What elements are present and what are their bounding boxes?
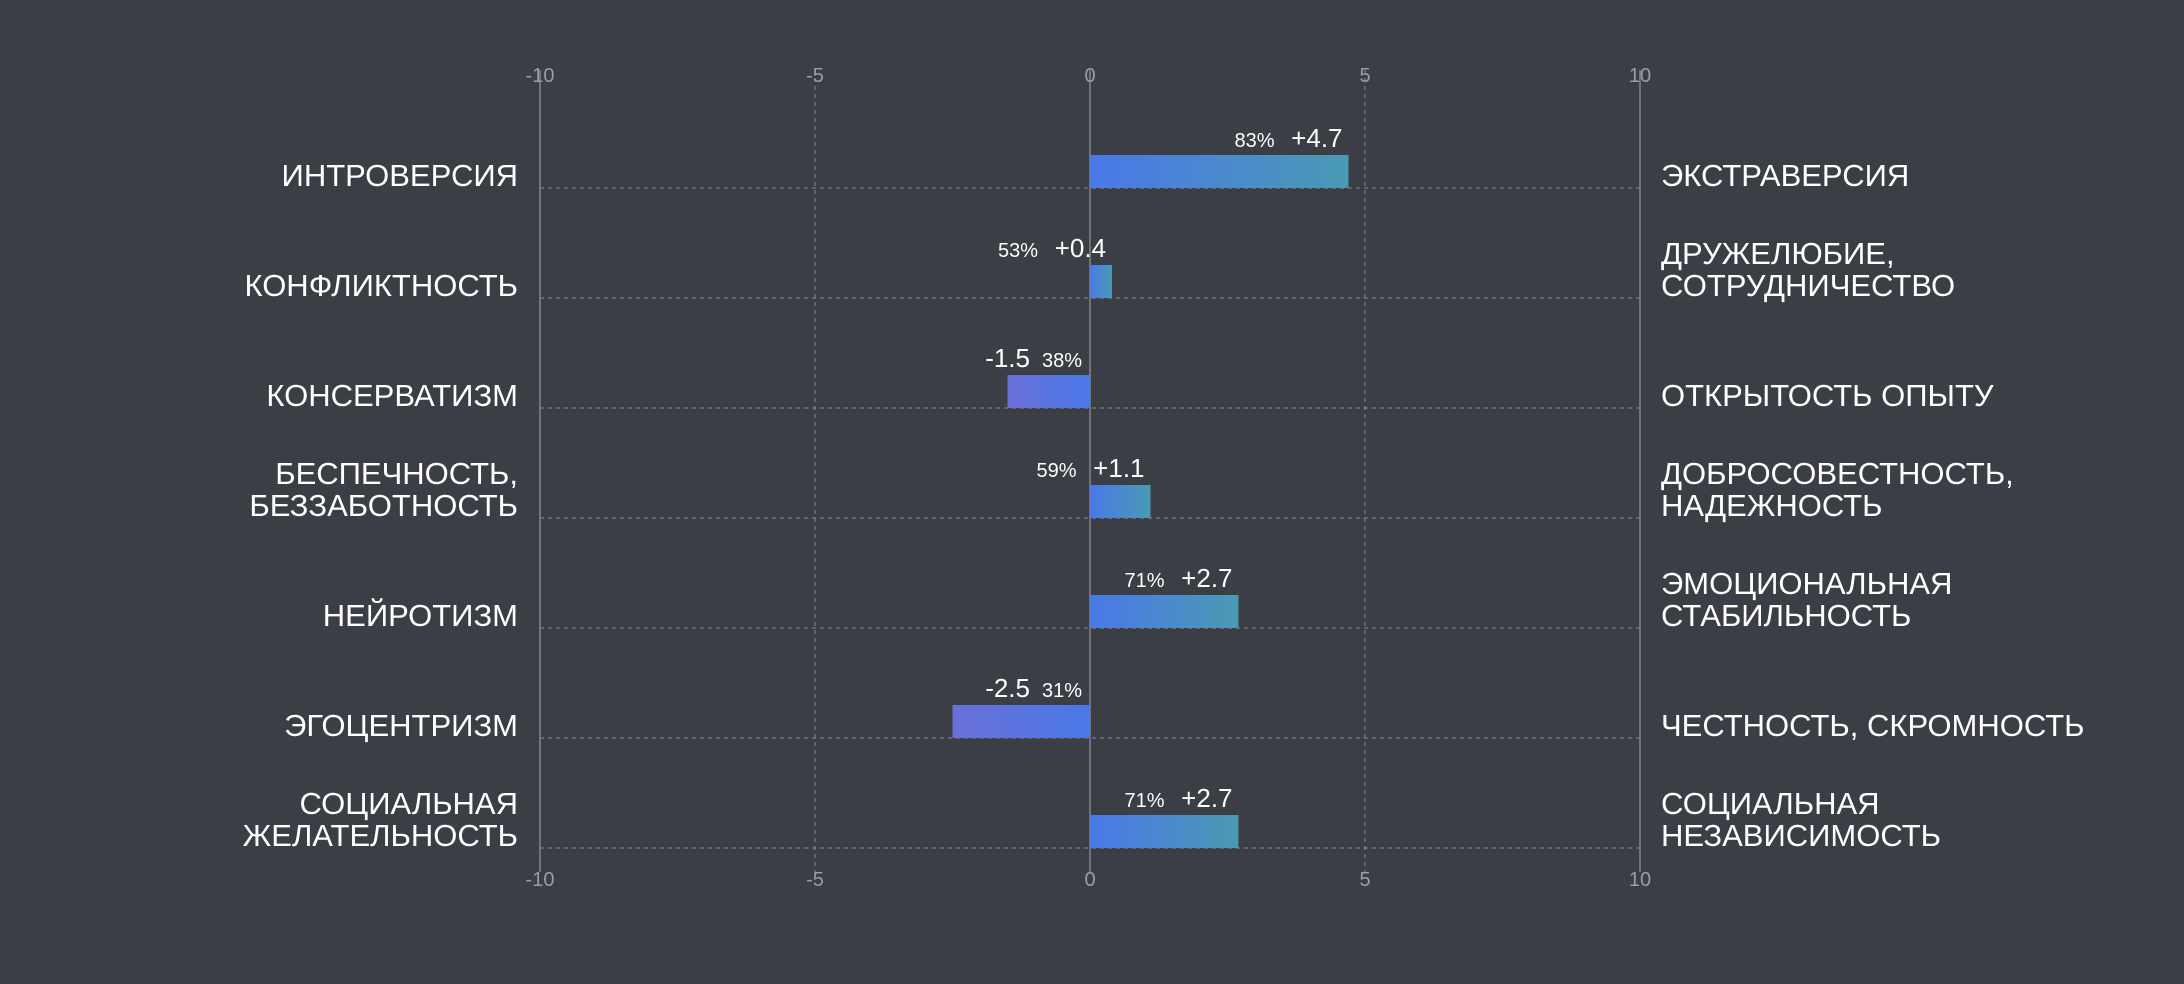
right-trait-label: ЭМОЦИОНАЛЬНАЯ bbox=[1661, 566, 1952, 601]
bar-percent-label: 31% bbox=[1042, 680, 1082, 702]
bar bbox=[1090, 155, 1349, 188]
left-trait-label: КОНФЛИКТНОСТЬ bbox=[244, 268, 518, 303]
bar bbox=[1090, 595, 1239, 628]
bar-percent-label: 71% bbox=[1124, 790, 1164, 812]
right-trait-label: ОТКРЫТОСТЬ ОПЫТУ bbox=[1661, 378, 1994, 413]
x-tick-label-top: -5 bbox=[806, 65, 824, 87]
left-trait-label: БЕСПЕЧНОСТЬ, bbox=[275, 456, 518, 491]
bar-value-label: +2.7 bbox=[1181, 783, 1232, 813]
bar bbox=[1090, 815, 1239, 848]
x-tick-label-bottom: 10 bbox=[1629, 869, 1651, 891]
left-trait-label: ЭГОЦЕНТРИЗМ bbox=[284, 708, 518, 743]
bar-value-label: +1.1 bbox=[1093, 453, 1144, 483]
left-trait-label: ИНТРОВЕРСИЯ bbox=[282, 158, 518, 193]
bar bbox=[1007, 375, 1090, 408]
x-tick-label-bottom: -5 bbox=[806, 869, 824, 891]
x-tick-label-top: 10 bbox=[1629, 65, 1651, 87]
left-trait-label: НЕЙРОТИЗМ bbox=[323, 597, 518, 633]
bar-percent-label: 38% bbox=[1042, 350, 1082, 372]
bar bbox=[952, 705, 1090, 738]
right-trait-label: НЕЗАВИСИМОСТЬ bbox=[1661, 818, 1941, 853]
bar-percent-label: 83% bbox=[1234, 130, 1274, 152]
right-trait-label: ДОБРОСОВЕСТНОСТЬ, bbox=[1661, 456, 2014, 491]
right-trait-label: ДРУЖЕЛЮБИЕ, bbox=[1661, 236, 1895, 271]
right-trait-label: СОЦИАЛЬНАЯ bbox=[1661, 786, 1880, 821]
bar-value-label: -2.5 bbox=[985, 673, 1030, 703]
x-tick-label-top: 0 bbox=[1084, 65, 1095, 87]
bar-value-label: +2.7 bbox=[1181, 563, 1232, 593]
left-trait-label: СОЦИАЛЬНАЯ bbox=[299, 786, 518, 821]
right-trait-label: ЭКСТРАВЕРСИЯ bbox=[1661, 158, 1909, 193]
x-tick-label-bottom: 0 bbox=[1084, 869, 1095, 891]
left-trait-label: КОНСЕРВАТИЗМ bbox=[266, 378, 518, 413]
x-tick-label-bottom: 5 bbox=[1359, 869, 1370, 891]
bar bbox=[1090, 265, 1112, 298]
right-trait-label: СОТРУДНИЧЕСТВО bbox=[1661, 268, 1955, 303]
right-trait-label: ЧЕСТНОСТЬ, СКРОМНОСТЬ bbox=[1661, 708, 2085, 743]
left-trait-label: ЖЕЛАТЕЛЬНОСТЬ bbox=[243, 818, 518, 853]
right-trait-label: НАДЕЖНОСТЬ bbox=[1661, 488, 1883, 523]
bar-value-label: +4.7 bbox=[1291, 123, 1342, 153]
x-tick-label-top: 5 bbox=[1359, 65, 1370, 87]
left-trait-label: БЕЗЗАБОТНОСТЬ bbox=[249, 488, 518, 523]
bar-percent-label: 71% bbox=[1124, 570, 1164, 592]
right-trait-label: СТАБИЛЬНОСТЬ bbox=[1661, 598, 1911, 633]
bar-percent-label: 59% bbox=[1036, 460, 1076, 482]
bar bbox=[1090, 485, 1151, 518]
x-tick-label-bottom: -10 bbox=[526, 869, 555, 891]
x-tick-label-top: -10 bbox=[526, 65, 555, 87]
bar-value-label: +0.4 bbox=[1055, 233, 1106, 263]
bar-value-label: -1.5 bbox=[985, 343, 1030, 373]
bar-percent-label: 53% bbox=[998, 240, 1038, 262]
